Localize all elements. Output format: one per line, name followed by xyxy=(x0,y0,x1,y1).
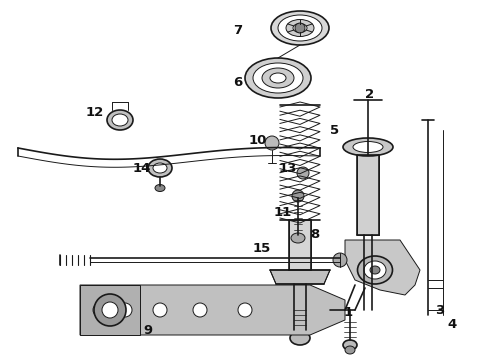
Ellipse shape xyxy=(245,58,311,98)
Circle shape xyxy=(292,190,304,202)
Circle shape xyxy=(93,303,107,317)
Text: 5: 5 xyxy=(330,123,340,136)
Ellipse shape xyxy=(112,114,128,126)
Ellipse shape xyxy=(148,159,172,177)
Ellipse shape xyxy=(278,15,322,41)
Ellipse shape xyxy=(262,68,294,88)
Text: 8: 8 xyxy=(310,229,319,242)
Ellipse shape xyxy=(271,11,329,45)
Ellipse shape xyxy=(291,233,305,243)
Polygon shape xyxy=(345,240,420,295)
Ellipse shape xyxy=(333,253,347,267)
Circle shape xyxy=(193,303,207,317)
Ellipse shape xyxy=(345,346,355,354)
Polygon shape xyxy=(270,270,330,284)
Ellipse shape xyxy=(343,138,393,156)
Ellipse shape xyxy=(370,266,380,274)
Text: 6: 6 xyxy=(233,76,243,89)
Ellipse shape xyxy=(353,141,383,153)
Ellipse shape xyxy=(290,331,310,345)
Circle shape xyxy=(118,303,132,317)
Polygon shape xyxy=(80,285,140,335)
Circle shape xyxy=(153,303,167,317)
Circle shape xyxy=(297,167,309,179)
Ellipse shape xyxy=(293,23,307,32)
Circle shape xyxy=(102,302,118,318)
Ellipse shape xyxy=(107,110,133,130)
Text: 3: 3 xyxy=(436,303,444,316)
Text: 14: 14 xyxy=(133,162,151,175)
Text: 13: 13 xyxy=(279,162,297,175)
Circle shape xyxy=(295,23,305,33)
Text: 10: 10 xyxy=(249,134,267,147)
Circle shape xyxy=(265,136,279,150)
Text: 12: 12 xyxy=(86,105,104,118)
Polygon shape xyxy=(80,285,345,335)
Ellipse shape xyxy=(286,19,314,36)
Text: 4: 4 xyxy=(447,319,457,332)
Ellipse shape xyxy=(155,184,165,192)
Ellipse shape xyxy=(364,261,386,279)
Text: 11: 11 xyxy=(274,206,292,219)
Ellipse shape xyxy=(358,256,392,284)
Ellipse shape xyxy=(343,340,357,350)
Text: 1: 1 xyxy=(343,306,353,319)
Ellipse shape xyxy=(270,73,286,83)
Ellipse shape xyxy=(153,163,167,173)
Text: 2: 2 xyxy=(366,89,374,102)
Polygon shape xyxy=(357,155,379,235)
Circle shape xyxy=(94,294,126,326)
Ellipse shape xyxy=(253,63,303,93)
Text: 9: 9 xyxy=(144,324,152,337)
Text: 7: 7 xyxy=(233,23,243,36)
Ellipse shape xyxy=(317,306,333,318)
Circle shape xyxy=(238,303,252,317)
Text: 15: 15 xyxy=(253,242,271,255)
Polygon shape xyxy=(289,220,311,270)
